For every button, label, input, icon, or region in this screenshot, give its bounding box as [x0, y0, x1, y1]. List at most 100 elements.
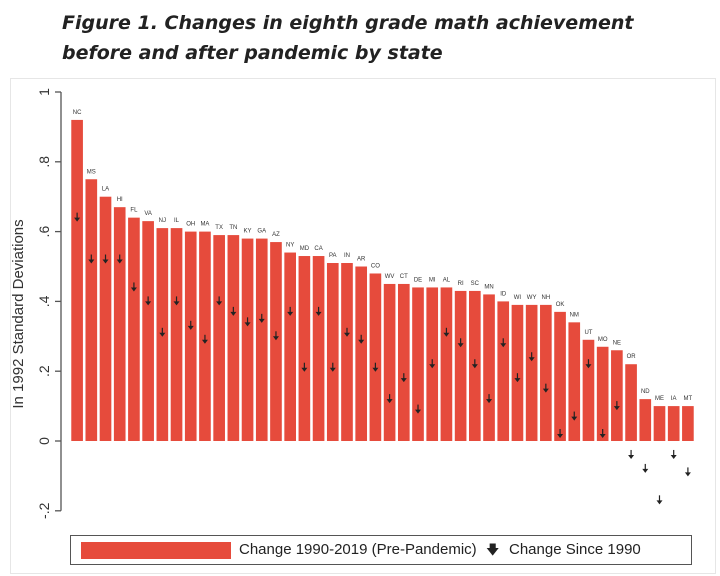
- bar-state-label: CO: [371, 263, 380, 269]
- change-marker-arrow: [329, 367, 336, 372]
- bar-state-label: NC: [73, 110, 82, 116]
- change-marker-arrow: [230, 311, 237, 316]
- change-marker-arrow: [130, 287, 137, 292]
- figure-title-line-2: before and after pandemic by state: [62, 42, 443, 64]
- legend-label-pre-pandemic: Change 1990-2019 (Pre-Pandemic): [239, 541, 477, 558]
- change-marker-arrow: [670, 454, 677, 459]
- change-marker-arrow: [287, 311, 294, 316]
- bar-state-label: OH: [186, 222, 195, 228]
- change-marker-arrow: [372, 367, 379, 372]
- change-marker-arrow: [88, 259, 95, 264]
- bar-state-label: GA: [257, 229, 266, 235]
- bar: [170, 228, 183, 441]
- change-marker-arrow: [599, 434, 606, 439]
- bar: [412, 287, 424, 441]
- bar: [682, 406, 694, 441]
- change-marker-arrow: [258, 318, 265, 323]
- bar: [312, 256, 325, 441]
- change-marker-arrow: [244, 322, 251, 327]
- change-marker-arrow: [557, 434, 564, 439]
- change-marker-arrow: [358, 339, 365, 344]
- bar-state-label: AR: [357, 257, 366, 263]
- legend-swatch-bar: [81, 542, 231, 559]
- change-marker-arrow: [429, 364, 436, 369]
- bar: [341, 263, 353, 441]
- bar: [582, 339, 595, 441]
- change-marker-arrow: [471, 364, 478, 369]
- bar-state-label: MT: [684, 396, 693, 402]
- change-marker-arrow: [684, 472, 691, 477]
- bar: [497, 301, 510, 441]
- bar: [184, 231, 197, 441]
- bar: [142, 221, 154, 441]
- bar-state-label: MI: [429, 277, 436, 283]
- bar-state-label: KY: [244, 229, 252, 235]
- bar-state-label: WI: [514, 295, 522, 301]
- bar: [554, 311, 566, 441]
- bar-state-label: ND: [641, 389, 650, 395]
- bar-state-label: NM: [570, 312, 579, 318]
- bar: [241, 238, 254, 441]
- bar-state-label: OR: [627, 354, 637, 360]
- bar: [653, 406, 666, 441]
- bar: [213, 235, 225, 441]
- bar-state-label: UT: [584, 330, 592, 336]
- bar-state-label: SC: [471, 281, 480, 287]
- y-tick-label: .2: [36, 365, 52, 377]
- change-marker-arrow: [272, 336, 279, 341]
- bar-state-label: NH: [542, 295, 551, 301]
- y-axis-title: In 1992 Standard Deviations: [11, 219, 27, 408]
- bar: [298, 256, 311, 441]
- bar-state-label: IA: [671, 396, 677, 402]
- change-marker-arrow: [486, 399, 493, 404]
- bar-state-label: RI: [458, 281, 464, 287]
- bar: [270, 242, 282, 441]
- change-marker-arrow: [585, 364, 592, 369]
- bar: [667, 406, 680, 441]
- bar-state-label: PA: [329, 253, 337, 259]
- y-tick-label: .4: [36, 295, 52, 307]
- bar-state-label: FL: [130, 208, 138, 214]
- bar-state-label: CT: [400, 274, 408, 280]
- change-marker-arrow: [216, 301, 223, 306]
- bar-state-label: TN: [229, 225, 237, 231]
- bar: [525, 304, 538, 441]
- bar: [355, 266, 368, 441]
- bar-state-label: MN: [484, 284, 493, 290]
- bar: [568, 322, 581, 441]
- bar: [511, 304, 524, 441]
- bar: [639, 399, 652, 441]
- plot-frame: 1 .8 .6 .4 .2 0 -.2 In 1992 Standard Deviations…: [10, 78, 716, 574]
- bar: [454, 290, 467, 441]
- change-marker-arrow: [628, 454, 635, 459]
- change-marker-arrow: [159, 332, 166, 337]
- bar-state-label: IL: [174, 218, 180, 224]
- bar-state-label: TX: [215, 225, 223, 231]
- change-marker-arrow: [571, 416, 578, 421]
- legend-arrow-icon: 🡇: [486, 543, 500, 558]
- change-marker-arrow: [173, 301, 180, 306]
- bar: [255, 238, 268, 441]
- bar: [625, 364, 637, 441]
- bar-state-label: IN: [344, 253, 350, 259]
- bar: [483, 294, 495, 441]
- change-marker-arrow: [386, 399, 393, 404]
- change-marker-arrow: [102, 259, 109, 264]
- bar-state-label: MA: [200, 222, 209, 228]
- y-tick-label: -.2: [36, 502, 52, 519]
- change-marker-arrow: [542, 388, 549, 393]
- bar-state-label: AL: [443, 277, 451, 283]
- bar: [596, 346, 609, 441]
- change-marker-arrow: [315, 311, 322, 316]
- bar-state-label: ME: [655, 396, 664, 402]
- change-marker-arrow: [343, 332, 350, 337]
- bar-state-label: HI: [117, 197, 123, 203]
- bar-state-label: LA: [102, 187, 109, 193]
- y-tick-label: .8: [36, 156, 52, 168]
- change-marker-arrow: [443, 332, 450, 337]
- change-marker-arrow: [613, 406, 620, 411]
- legend-label-since-1990: Change Since 1990: [509, 541, 641, 558]
- bar-chart: 1 .8 .6 .4 .2 0 -.2 In 1992 Standard Deviations…: [11, 88, 694, 519]
- change-marker-arrow: [642, 468, 649, 473]
- bar-state-label: VA: [144, 211, 152, 217]
